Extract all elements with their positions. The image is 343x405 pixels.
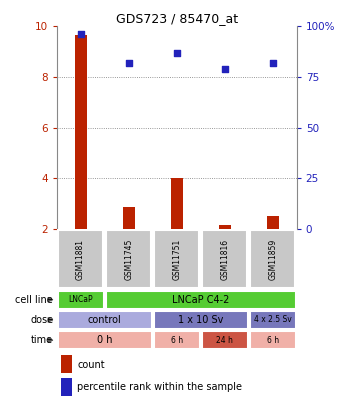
- Point: [222, 66, 227, 72]
- Text: GSM11816: GSM11816: [220, 239, 229, 280]
- Text: percentile rank within the sample: percentile rank within the sample: [77, 382, 242, 392]
- FancyBboxPatch shape: [58, 230, 103, 288]
- Text: dose: dose: [30, 315, 53, 325]
- FancyBboxPatch shape: [154, 230, 199, 288]
- Bar: [267, 216, 279, 229]
- FancyBboxPatch shape: [202, 230, 247, 288]
- Text: GSM11859: GSM11859: [268, 239, 277, 280]
- Bar: [61, 378, 72, 396]
- Title: GDS723 / 85470_at: GDS723 / 85470_at: [116, 12, 238, 25]
- Text: GSM11881: GSM11881: [76, 239, 85, 280]
- Point: [126, 60, 131, 66]
- Bar: [171, 178, 182, 229]
- Bar: [123, 207, 134, 229]
- FancyBboxPatch shape: [58, 331, 152, 349]
- FancyBboxPatch shape: [250, 230, 295, 288]
- Text: 6 h: 6 h: [170, 336, 183, 345]
- FancyBboxPatch shape: [106, 230, 151, 288]
- Bar: [61, 356, 72, 373]
- FancyBboxPatch shape: [58, 311, 152, 329]
- FancyBboxPatch shape: [250, 311, 296, 329]
- FancyBboxPatch shape: [154, 331, 200, 349]
- Text: GSM11751: GSM11751: [172, 239, 181, 280]
- Text: 4 x 2.5 Sv: 4 x 2.5 Sv: [254, 315, 292, 324]
- Point: [174, 49, 179, 56]
- FancyBboxPatch shape: [106, 291, 296, 309]
- FancyBboxPatch shape: [202, 331, 248, 349]
- FancyBboxPatch shape: [250, 331, 296, 349]
- Bar: [219, 225, 231, 229]
- Text: control: control: [88, 315, 121, 325]
- Text: 24 h: 24 h: [216, 336, 233, 345]
- Point: [270, 60, 275, 66]
- Text: time: time: [31, 335, 53, 345]
- Bar: [75, 35, 86, 229]
- FancyBboxPatch shape: [154, 311, 248, 329]
- Text: count: count: [77, 360, 105, 369]
- FancyBboxPatch shape: [58, 291, 104, 309]
- Point: [78, 31, 83, 38]
- Text: LNCaP C4-2: LNCaP C4-2: [172, 295, 229, 305]
- Text: LNCaP: LNCaP: [68, 295, 93, 304]
- Text: GSM11745: GSM11745: [124, 239, 133, 280]
- Text: 6 h: 6 h: [267, 336, 279, 345]
- Text: 1 x 10 Sv: 1 x 10 Sv: [178, 315, 223, 325]
- Text: cell line: cell line: [15, 295, 53, 305]
- Text: 0 h: 0 h: [97, 335, 113, 345]
